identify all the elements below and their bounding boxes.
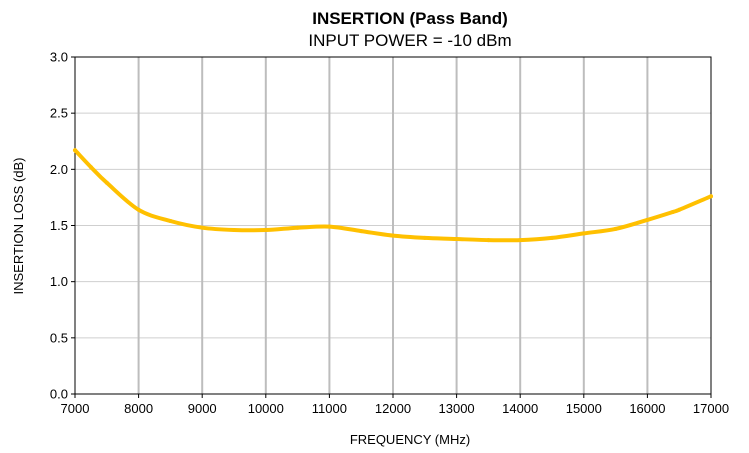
y-tick-label: 2.5: [50, 106, 68, 121]
data-point: [645, 217, 650, 222]
y-tick-label: 0.0: [50, 387, 68, 402]
data-point: [518, 238, 523, 243]
data-point: [232, 228, 236, 232]
data-point: [486, 238, 491, 243]
chart-subtitle: INPUT POWER = -10 dBm: [308, 31, 511, 50]
y-axis-ticks: 0.0 0.5 1.0 1.5 2.0 2.5 3.0: [50, 50, 75, 402]
data-point: [613, 226, 618, 231]
y-axis-label: INSERTION LOSS (dB): [11, 157, 26, 294]
x-tick-label: 13000: [439, 401, 475, 416]
data-point: [677, 207, 682, 212]
data-point: [295, 225, 300, 230]
x-tick-label: 9000: [188, 401, 217, 416]
data-point: [104, 180, 109, 185]
data-point: [550, 235, 554, 240]
x-tick-label: 14000: [502, 401, 538, 416]
x-tick-label: 16000: [629, 401, 665, 416]
data-point: [200, 225, 205, 230]
data-point: [359, 229, 364, 234]
data-point: [88, 165, 93, 170]
grid-lines: [75, 57, 711, 394]
series-layer: [73, 148, 713, 243]
x-tick-label: 17000: [693, 401, 729, 416]
chart-title: INSERTION (Pass Band): [312, 9, 508, 28]
x-tick-label: 10000: [248, 401, 284, 416]
data-point: [581, 231, 586, 236]
x-tick-label: 8000: [124, 401, 153, 416]
data-point: [136, 207, 141, 212]
data-point: [327, 224, 332, 229]
x-tick-label: 12000: [375, 401, 411, 416]
x-axis-ticks: 7000 8000 9000 10000 11000 12000 13000 14000 150…: [61, 394, 729, 416]
y-tick-label: 1.5: [50, 218, 68, 233]
x-tick-label: 11000: [312, 401, 347, 416]
x-tick-label: 7000: [61, 401, 90, 416]
data-point: [391, 233, 395, 238]
data-point: [168, 219, 173, 223]
data-point: [422, 235, 427, 240]
data-point: [709, 194, 713, 199]
y-tick-label: 0.5: [50, 330, 68, 345]
data-point: [263, 228, 268, 232]
y-tick-label: 1.0: [50, 274, 68, 289]
y-tick-label: 2.0: [50, 162, 68, 177]
x-tick-label: 15000: [566, 401, 602, 416]
data-point: [454, 237, 459, 241]
data-point: [73, 148, 77, 153]
x-axis-label: FREQUENCY (MHz): [350, 432, 470, 447]
y-tick-label: 3.0: [50, 50, 68, 65]
data-point: [670, 210, 675, 214]
